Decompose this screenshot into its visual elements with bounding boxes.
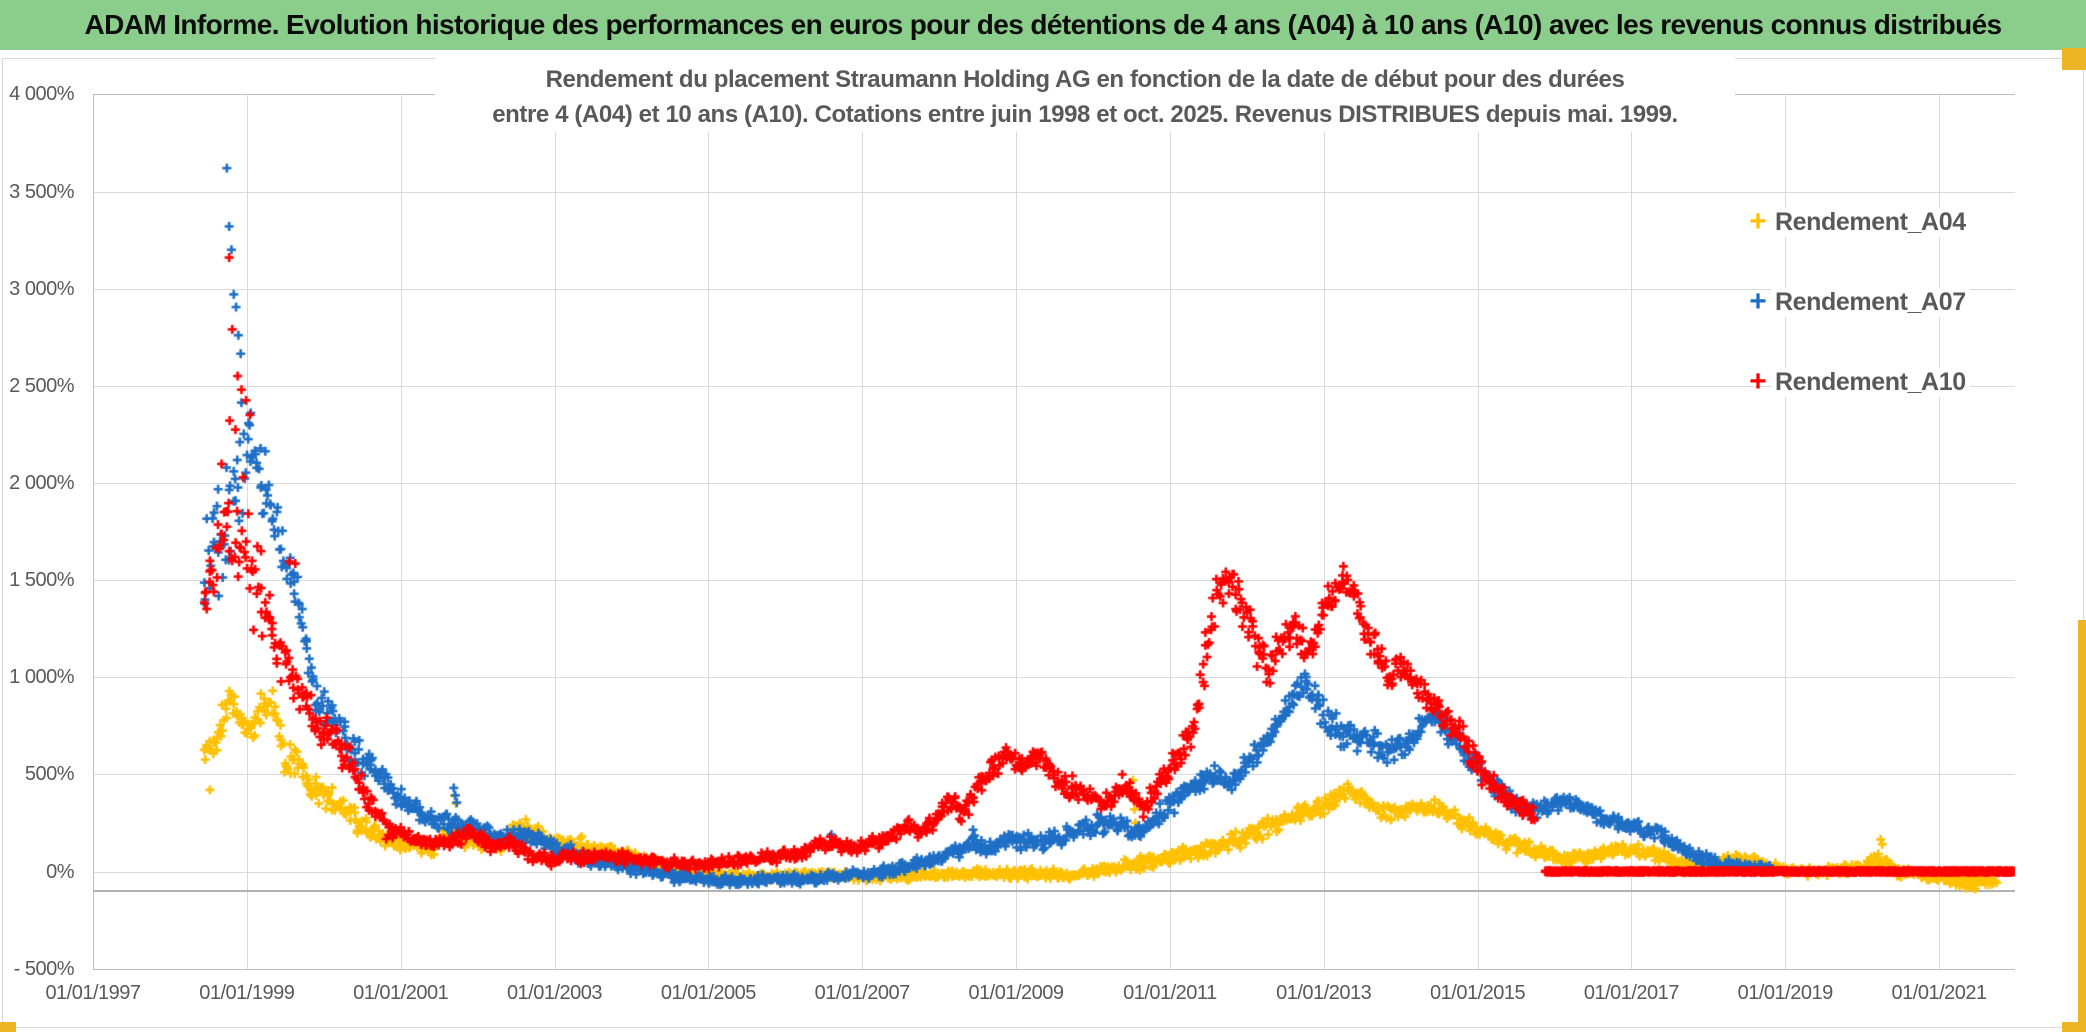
x-axis-tick-label: 01/01/2003 [506, 982, 603, 1004]
x-axis-tick-label: 01/01/1999 [199, 982, 295, 1004]
y-axis-tick-label: 1 000% [9, 666, 74, 689]
y-axis-tick-label: 1 500% [9, 569, 74, 591]
frame-accent-bottom-left [0, 1022, 16, 1032]
x-axis-tick-label: 01/01/2019 [1737, 982, 1834, 1004]
legend-label: Rendement_A07 [1771, 287, 1970, 317]
y-axis-tick-label: 2 500% [9, 374, 74, 397]
x-axis-tick-label: 01/01/2013 [1276, 982, 1372, 1004]
legend-plus-marker-icon: + [1749, 205, 1767, 238]
y-axis-tick-label: 3 000% [9, 277, 74, 300]
legend-item-rendement_a07[interactable]: + Rendement_A07 [1745, 280, 1970, 324]
legend-plus-marker-icon: + [1749, 285, 1767, 318]
x-axis-tick-label: 01/01/2015 [1430, 982, 1526, 1004]
x-axis-tick-label: 01/01/2017 [1583, 982, 1680, 1004]
chart-title-line1: Rendement du placement Straumann Holding… [545, 66, 1625, 93]
legend-plus-marker-icon: + [1749, 365, 1767, 398]
x-axis-tick-label: 01/01/2011 [1123, 982, 1217, 1004]
y-axis-tick-label: 3 500% [9, 180, 74, 203]
y-axis-tick-label: 500% [24, 763, 75, 786]
chart-title: Rendement du placement Straumann Holding… [435, 58, 1735, 132]
frame-accent-bottom-right [2062, 1022, 2086, 1032]
legend-label: Rendement_A04 [1771, 207, 1970, 237]
frame-accent-top-right [2062, 48, 2086, 70]
frame-accent-right-edge [2078, 620, 2086, 1032]
x-axis-tick-label: 01/01/2009 [968, 982, 1064, 1004]
chart-title-line2: entre 4 (A04) et 10 ans (A10). Cotations… [492, 101, 1678, 128]
y-axis-tick-label: - 500% [13, 957, 75, 980]
x-axis-tick-label: 01/01/2001 [353, 982, 449, 1004]
legend-item-rendement_a04[interactable]: + Rendement_A04 [1745, 200, 1970, 244]
y-axis-tick-label: 4 000% [9, 83, 74, 106]
x-axis-tick-label: 01/01/2007 [814, 982, 911, 1004]
y-axis-tick-label: 0% [46, 860, 74, 883]
legend-item-rendement_a10[interactable]: + Rendement_A10 [1745, 360, 1970, 404]
x-axis-tick-label: 01/01/2021 [1891, 982, 1988, 1004]
x-axis-tick-label: 01/01/1997 [45, 982, 141, 1004]
x-axis-tick-label: 01/01/2005 [660, 982, 757, 1004]
y-axis-tick-label: 2 000% [9, 471, 74, 494]
legend-label: Rendement_A10 [1771, 367, 1970, 397]
